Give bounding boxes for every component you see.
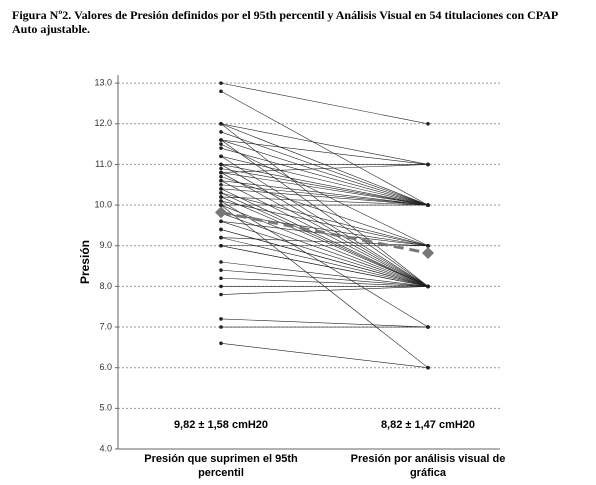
mean-marker [215,206,227,219]
pair-point [426,203,430,207]
pair-line [220,164,429,287]
pair-line [220,156,429,287]
y-axis-label: Presión [78,240,92,284]
pair-point [219,89,223,94]
pair-point [219,178,223,183]
pair-point [219,235,223,240]
pair-point [219,121,223,126]
y-tick-label: 4.0 [99,443,112,453]
x-tick-label: Presión que suprimen el 95th percentil [144,453,298,479]
mean-line [220,210,429,255]
annotation: 9,82 ± 1,58 cmH20 [174,419,268,431]
pair-line [220,139,429,165]
y-tick-label: 12.0 [94,118,112,128]
pair-point [219,341,223,346]
y-tick-label: 13.0 [94,78,112,88]
pair-line [220,168,429,206]
pair-point [426,365,430,370]
pair-point [219,146,223,150]
pair-point [426,162,430,167]
pair-line [220,269,429,287]
y-tick-label: 6.0 [99,362,112,372]
pair-line [220,139,429,287]
pair-point [219,162,223,167]
pair-line [220,147,429,206]
pair-point [219,317,223,321]
pair-point [219,284,223,289]
pair-point [219,325,223,329]
pair-point [219,260,223,264]
pair-line [220,82,429,125]
pair-line [220,139,429,206]
pair-line [220,221,429,287]
pair-point [219,203,223,207]
pair-point [219,191,223,195]
y-tick-label: 10.0 [94,199,112,209]
pair-point [426,243,430,248]
pair-point [219,276,223,281]
pair-line [220,261,429,287]
y-tick-label: 7.0 [99,321,112,331]
pair-line [220,172,429,206]
pair-line [220,156,429,206]
pair-point [426,121,430,126]
y-tick-label: 8.0 [99,281,112,291]
pair-line [220,164,429,206]
pair-point [219,154,223,159]
pair-point [219,138,223,142]
pair-line [220,277,429,287]
pair-line [220,192,429,247]
pair-line [220,172,429,287]
pair-point [219,292,223,297]
pair-point [219,170,223,175]
mean-marker [422,247,434,260]
pair-line [220,318,429,328]
pair-line [220,188,429,206]
pair-point [219,243,223,248]
y-tick-label: 9.0 [99,240,112,250]
x-tick-label: Presión por análisis visual de gráfica [350,453,506,479]
pair-line [220,343,429,368]
pair-point [219,130,223,134]
pair-point [219,142,223,146]
pair-point [219,187,223,191]
pair-line [220,200,429,247]
pair-point [219,199,223,203]
pair-line [220,200,429,328]
pair-line [220,164,429,173]
pair-line [220,123,429,165]
pair-line [220,212,429,287]
pair-point [426,284,430,289]
chart-title: Figura Nº2. Valores de Presión definidos… [12,8,558,36]
pair-point [219,195,223,199]
pair-point [219,166,223,171]
pair-line [220,245,429,287]
pair-line [220,184,429,206]
pair-point [426,325,430,329]
annotation: 8,82 ± 1,47 cmH20 [381,419,475,431]
pair-line [220,90,429,206]
pair-point [219,182,223,187]
pair-point [219,227,223,232]
y-tick-label: 11.0 [95,159,112,169]
pair-line [220,286,429,295]
pair-line [220,123,429,206]
pair-point [219,268,223,272]
pair-line [220,196,429,206]
pair-point [219,81,223,85]
pair-line [220,229,429,287]
y-tick-label: 5.0 [99,403,112,413]
pair-line [220,180,429,206]
pair-point [219,219,223,224]
pair-point [219,174,223,179]
